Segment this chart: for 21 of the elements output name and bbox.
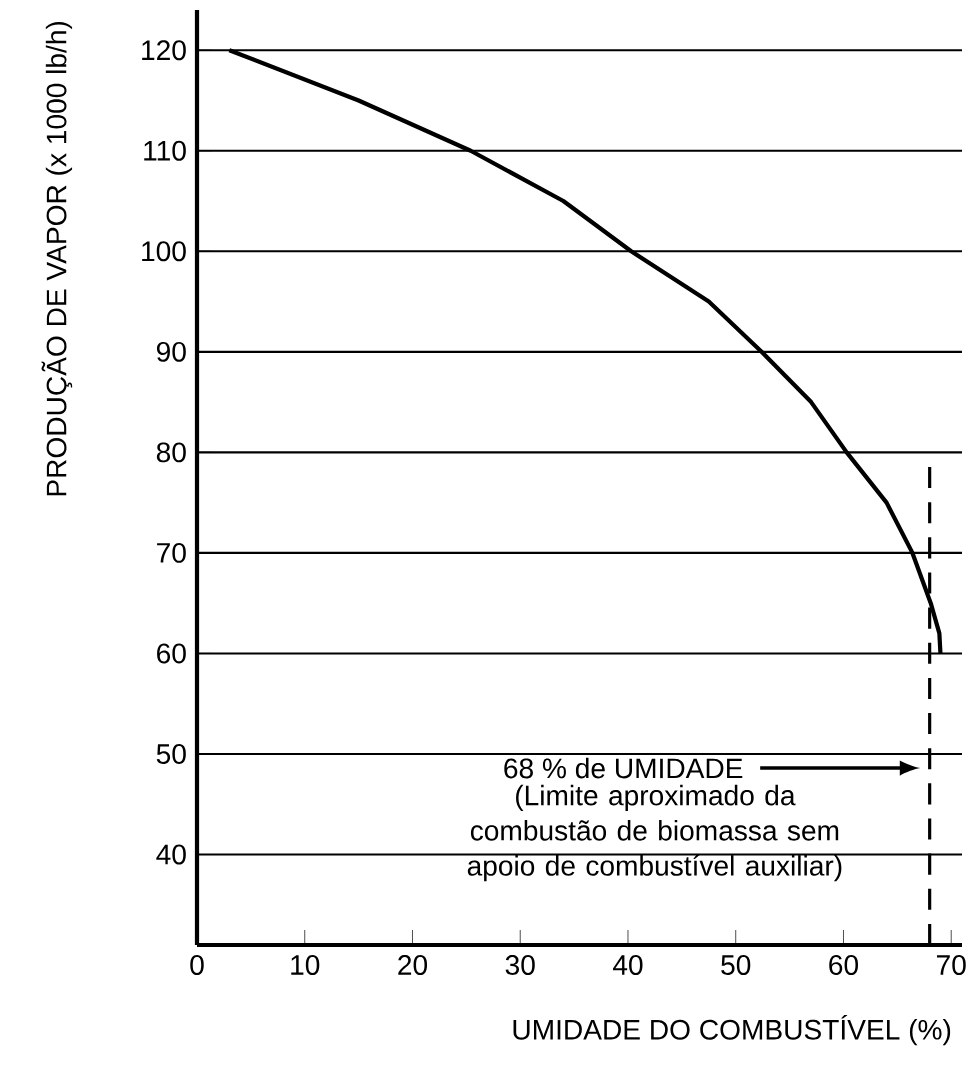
x-tick-label: 20 — [398, 955, 428, 975]
x-tick-label: 10 — [291, 955, 320, 975]
y-tick-label: 100 — [142, 241, 186, 262]
y-tick-label: 120 — [142, 40, 186, 61]
annotation: (Limite aproximado da combustão de biomassa sem apoio de combustível auxiliar) — [467, 784, 842, 882]
x-tick-label: 70 — [937, 955, 966, 975]
y-tick-label: 50 — [156, 744, 186, 764]
x-axis-title: UMIDADE DO COMBUSTÍVEL (%) — [513, 1015, 951, 1046]
x-tick-label: 0 — [190, 955, 204, 975]
y-tick-label: 110 — [144, 140, 186, 161]
y-tick-label: 80 — [156, 442, 186, 463]
x-tick-label: 50 — [721, 955, 751, 975]
y-tick-label: 90 — [156, 341, 186, 362]
y-tick-label: 40 — [156, 844, 186, 865]
annotation: 68 % de UMIDADE — [504, 757, 743, 779]
x-tick-label: 40 — [613, 955, 643, 975]
x-tick-label: 30 — [505, 955, 535, 975]
y-tick-label: 60 — [157, 643, 186, 664]
x-tick-label: 60 — [829, 955, 859, 975]
y-tick-label: 70 — [157, 542, 186, 563]
y-axis-title: PRODUÇÃO DE VAPOR (x 1000 lb/h) — [41, 21, 73, 496]
